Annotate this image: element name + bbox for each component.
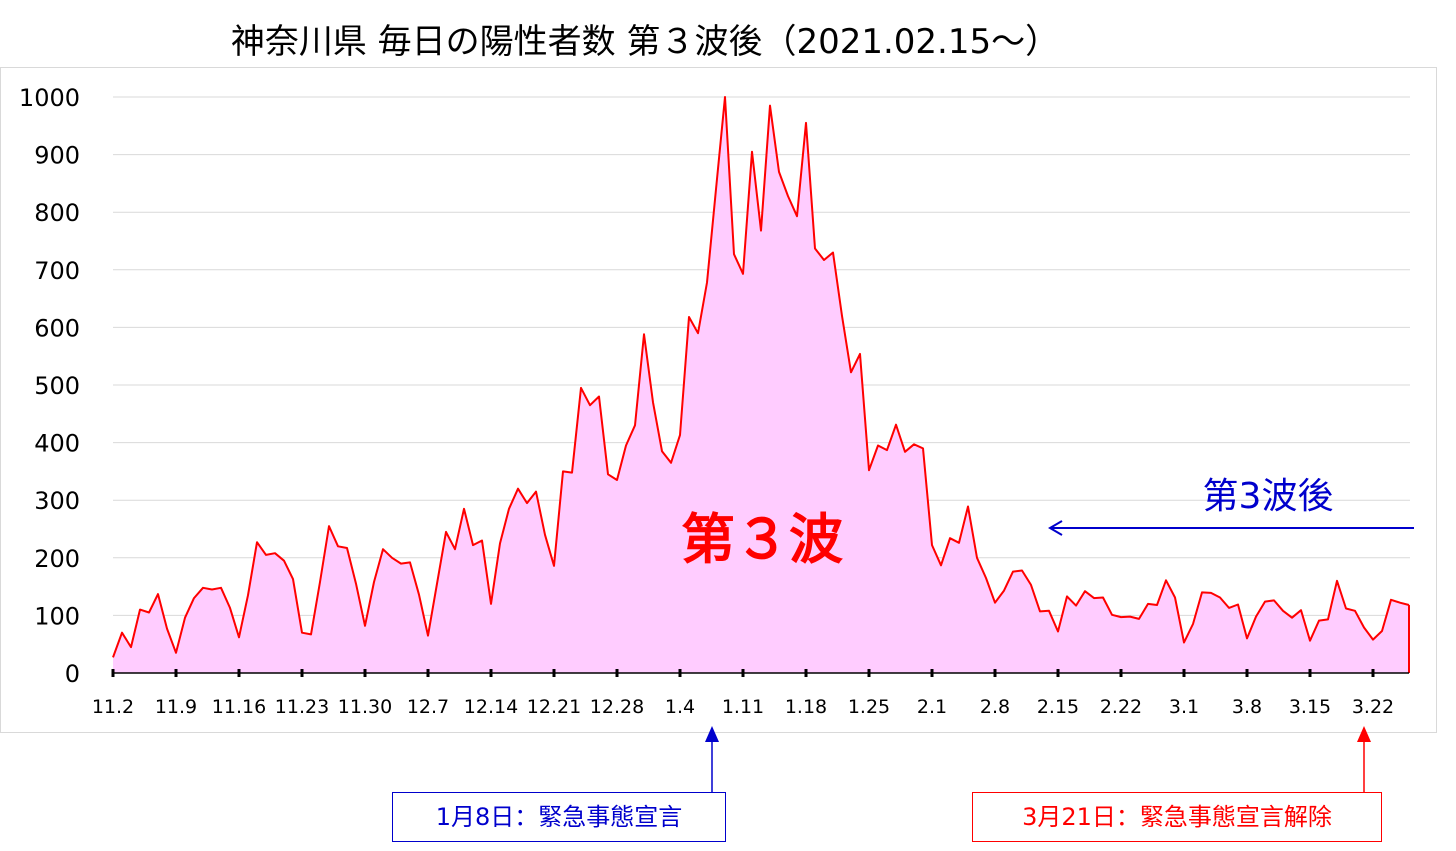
after-wave-label: 第3波後 <box>1203 476 1334 517</box>
area-fill <box>113 97 1409 673</box>
x-tick-label: 12.7 <box>407 696 449 718</box>
plot-area <box>112 96 1410 673</box>
y-tick-label: 400 <box>34 430 80 458</box>
x-tick-label: 2.8 <box>980 696 1010 718</box>
x-tick-label: 11.23 <box>275 696 329 718</box>
x-tick-label: 12.14 <box>464 696 518 718</box>
y-tick-label: 500 <box>34 372 80 400</box>
series-line <box>112 96 1410 658</box>
wave-label: 第３波 <box>681 508 843 571</box>
y-tick-label: 700 <box>34 257 80 285</box>
y-tick-label: 800 <box>34 199 80 227</box>
x-tick-label: 12.21 <box>527 696 581 718</box>
x-tick-label: 12.28 <box>590 696 644 718</box>
x-tick-label: 3.1 <box>1169 696 1199 718</box>
emergency-arrowhead <box>705 726 719 742</box>
emergency-declaration-box: 1月8日：緊急事態宣言 <box>392 792 726 842</box>
lift-arrowhead <box>1357 726 1371 742</box>
x-tick-label: 1.25 <box>848 696 890 718</box>
after-wave-arrowhead <box>1048 520 1063 536</box>
x-axis: 11.2 11.9 11.16 11.23 11.30 12.7 12.14 12.21 12.… <box>92 669 1409 718</box>
chart-title: 神奈川県 毎日の陽性者数 第３波後（2021.02.15～） <box>230 22 1060 62</box>
x-tick-label: 3.15 <box>1289 696 1331 718</box>
x-tick-label: 1.4 <box>665 696 695 718</box>
plot-frame <box>0 67 1437 733</box>
y-tick-label: 0 <box>65 660 80 688</box>
x-tick-label: 2.15 <box>1037 696 1079 718</box>
x-tick-label: 11.16 <box>212 696 266 718</box>
x-tick-label: 2.1 <box>917 696 947 718</box>
y-tick-label: 1000 <box>19 84 80 112</box>
y-tick-label: 300 <box>34 487 80 515</box>
x-tick-label: 1.18 <box>785 696 827 718</box>
y-axis-labels: 0 100 200 300 400 500 600 700 800 900 1000 <box>19 84 80 688</box>
x-tick-label: 3.8 <box>1232 696 1262 718</box>
x-tick-label: 1.11 <box>722 696 764 718</box>
x-tick-label: 3.22 <box>1352 696 1394 718</box>
emergency-lift-box: 3月21日：緊急事態宣言解除 <box>972 792 1382 842</box>
x-tick-label: 11.2 <box>92 696 134 718</box>
y-tick-label: 200 <box>34 545 80 573</box>
y-tick-label: 600 <box>34 314 80 342</box>
y-tick-label: 100 <box>34 602 80 630</box>
x-tick-label: 2.22 <box>1100 696 1142 718</box>
x-tick-label: 11.9 <box>155 696 197 718</box>
x-tick-label: 11.30 <box>338 696 392 718</box>
y-tick-label: 900 <box>34 142 80 170</box>
